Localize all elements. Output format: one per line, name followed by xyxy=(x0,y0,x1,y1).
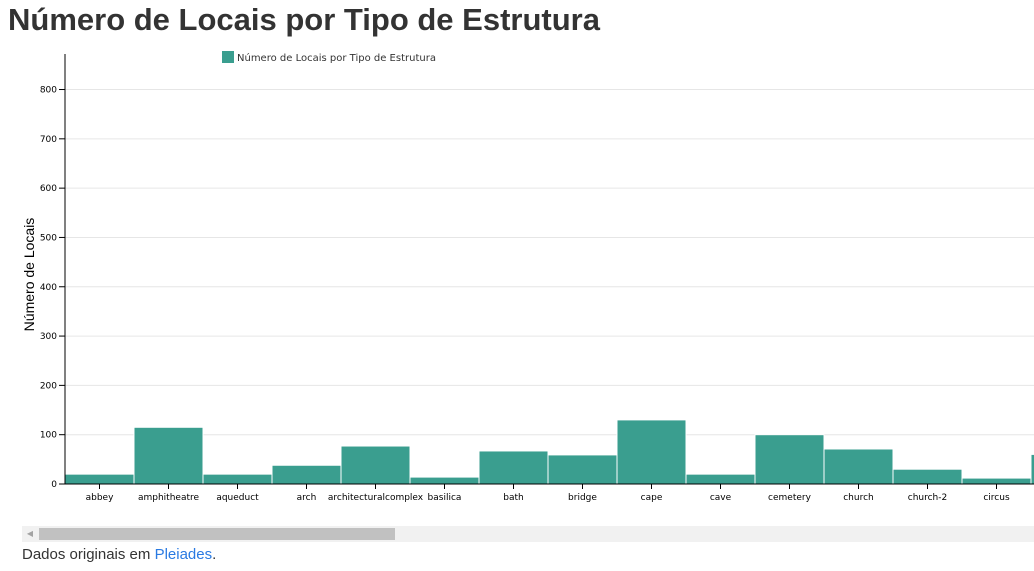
page-title: Número de Locais por Tipo de Estrutura xyxy=(8,2,600,37)
y-tick-label: 100 xyxy=(40,431,57,441)
bar-cave[interactable] xyxy=(685,473,756,485)
bar-amphitheatre[interactable] xyxy=(133,426,204,485)
bars xyxy=(64,419,1034,485)
x-tick-label: cave xyxy=(710,493,732,503)
bar-chart: 0 100 200 300 400 500 600 700 800 Número de Locai… xyxy=(21,51,1034,503)
x-tick-label: bath xyxy=(503,493,523,503)
axes: 0 100 200 300 400 500 600 700 800 Número de Locai… xyxy=(21,54,1034,503)
x-tick-label: arch xyxy=(297,493,317,503)
bar-architecturalcomplex[interactable] xyxy=(340,445,411,485)
y-tick-label: 400 xyxy=(40,283,57,293)
bar-circus[interactable] xyxy=(961,477,1032,485)
bar-cape[interactable] xyxy=(616,419,687,485)
x-tick-label: architecturalcomplex xyxy=(328,493,424,503)
y-tick-label: 500 xyxy=(40,233,57,243)
y-axis-label: Número de Locais xyxy=(21,218,37,332)
bar-arch[interactable] xyxy=(271,464,342,485)
pleiades-link[interactable]: Pleiades xyxy=(154,546,213,563)
chart-container[interactable]: 0 100 200 300 400 500 600 700 800 Número de Locai… xyxy=(0,44,1034,524)
footer-note: Dados originais em Pleiades. xyxy=(22,546,216,563)
horizontal-scrollbar[interactable]: ◀ xyxy=(22,526,1034,542)
bar-cemetery[interactable] xyxy=(754,434,825,485)
bar-bath[interactable] xyxy=(478,450,549,485)
bar-abbey[interactable] xyxy=(64,473,135,485)
bar-aqueduct[interactable] xyxy=(202,473,273,485)
gridlines xyxy=(65,89,1034,436)
bar-church[interactable] xyxy=(823,448,894,485)
footer-prefix: Dados originais em xyxy=(22,546,155,563)
bar-bridge[interactable] xyxy=(547,454,618,485)
bar-offscreen xyxy=(1030,453,1034,485)
y-tick-label: 200 xyxy=(40,381,57,391)
y-tick-label: 300 xyxy=(40,332,57,342)
y-tick-label: 700 xyxy=(40,135,57,145)
bar-basilica[interactable] xyxy=(409,476,480,485)
legend-swatch xyxy=(222,51,234,63)
y-tick-label: 0 xyxy=(51,480,57,490)
footer-suffix: . xyxy=(212,546,217,563)
x-tick-label: abbey xyxy=(86,493,114,503)
y-tick-label: 600 xyxy=(40,184,57,194)
legend: Número de Locais por Tipo de Estrutura xyxy=(222,51,436,64)
x-tick-label: cemetery xyxy=(768,493,812,503)
x-tick-label: bridge xyxy=(568,493,597,503)
x-tick-label: circus xyxy=(983,493,1010,503)
x-tick-label: cape xyxy=(641,493,663,503)
x-tick-label: basilica xyxy=(428,493,462,503)
bar-church-2[interactable] xyxy=(892,468,963,485)
scrollbar-thumb[interactable] xyxy=(39,528,395,540)
y-tick-label: 800 xyxy=(40,86,57,96)
scroll-left-arrow-icon[interactable]: ◀ xyxy=(26,529,34,538)
legend-label: Número de Locais por Tipo de Estrutura xyxy=(237,52,436,64)
x-tick-label: amphitheatre xyxy=(138,493,200,503)
x-tick-label: church-2 xyxy=(908,493,948,503)
x-tick-label: aqueduct xyxy=(216,493,259,503)
x-tick-label: church xyxy=(843,493,874,503)
